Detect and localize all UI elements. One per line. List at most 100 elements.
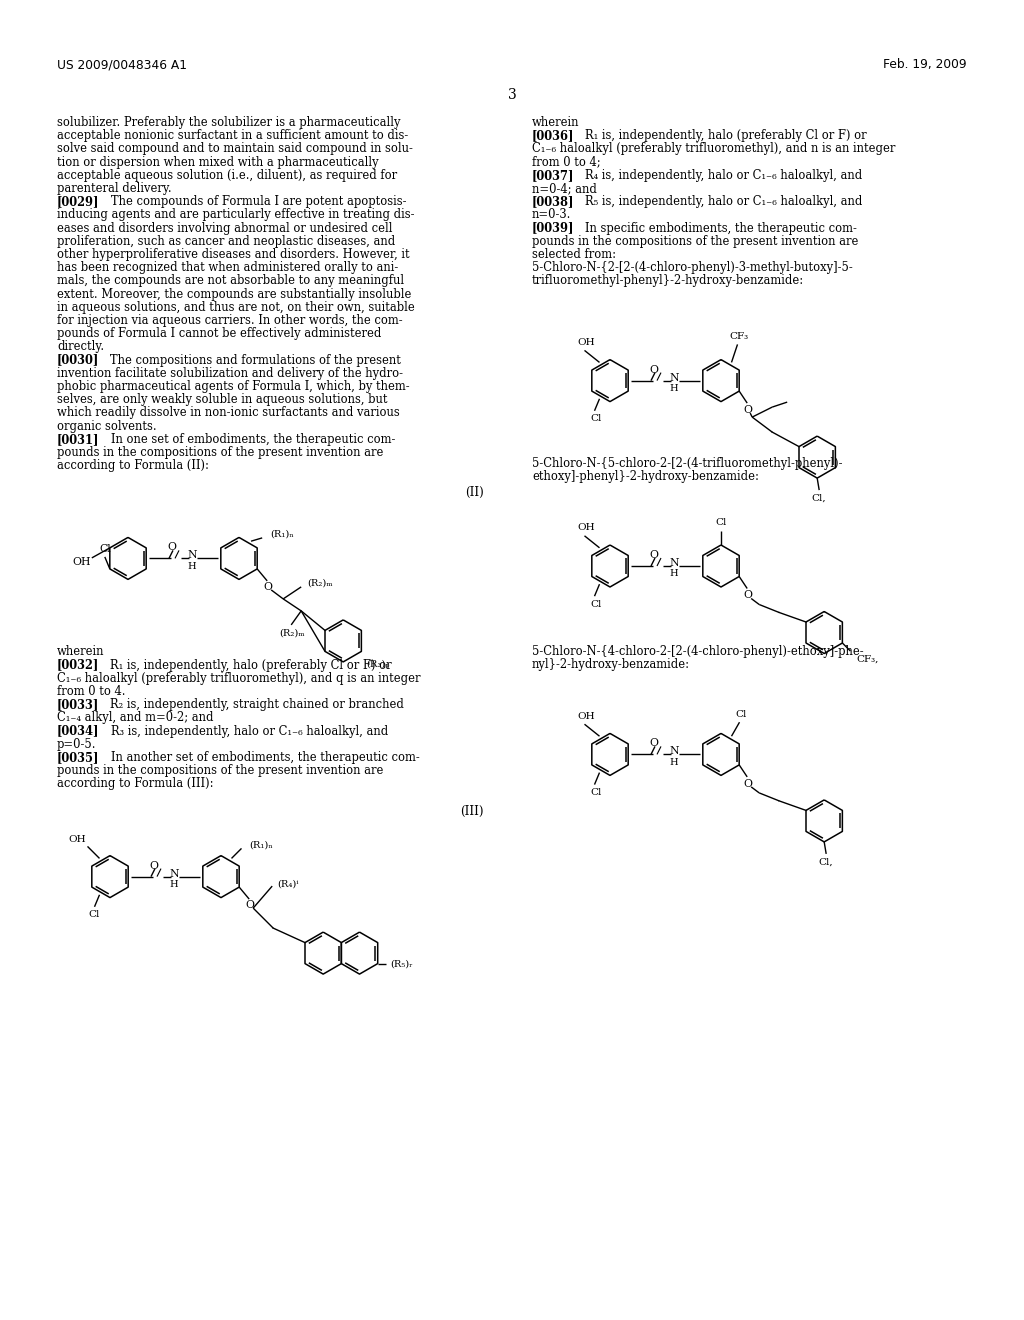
Text: pounds in the compositions of the present invention are: pounds in the compositions of the presen… [57, 764, 383, 777]
Text: R₅ is, independently, halo or C₁₋₆ haloalkyl, and: R₅ is, independently, halo or C₁₋₆ haloa… [574, 195, 863, 209]
Text: N: N [670, 558, 679, 568]
Text: R₃ is, independently, halo or C₁₋₆ haloalkyl, and: R₃ is, independently, halo or C₁₋₆ haloa… [99, 725, 388, 738]
Text: from 0 to 4.: from 0 to 4. [57, 685, 126, 698]
Text: (R₁)ₙ: (R₁)ₙ [270, 529, 294, 539]
Text: [0032]: [0032] [57, 659, 99, 672]
Text: eases and disorders involving abnormal or undesired cell: eases and disorders involving abnormal o… [57, 222, 392, 235]
Text: In one set of embodiments, the therapeutic com-: In one set of embodiments, the therapeut… [99, 433, 395, 446]
Text: trifluoromethyl-phenyl}-2-hydroxy-benzamide:: trifluoromethyl-phenyl}-2-hydroxy-benzam… [532, 275, 804, 288]
Text: The compositions and formulations of the present: The compositions and formulations of the… [99, 354, 401, 367]
Text: invention facilitate solubilization and delivery of the hydro-: invention facilitate solubilization and … [57, 367, 403, 380]
Text: H: H [187, 562, 197, 570]
Text: mals, the compounds are not absorbable to any meaningful: mals, the compounds are not absorbable t… [57, 275, 404, 288]
Text: (R₁)ₙ: (R₁)ₙ [250, 841, 273, 850]
Text: OH: OH [578, 523, 595, 532]
Text: Cl: Cl [591, 599, 602, 609]
Text: CF₃: CF₃ [729, 331, 749, 341]
Text: R₂ is, independently, straight chained or branched: R₂ is, independently, straight chained o… [99, 698, 404, 711]
Text: (II): (II) [465, 486, 484, 499]
Text: In specific embodiments, the therapeutic com-: In specific embodiments, the therapeutic… [574, 222, 857, 235]
Text: n=0-4; and: n=0-4; and [532, 182, 597, 195]
Text: according to Formula (II):: according to Formula (II): [57, 459, 209, 473]
Text: Cl,: Cl, [812, 494, 826, 503]
Text: n=0-3.: n=0-3. [532, 209, 571, 222]
Text: H: H [170, 880, 178, 890]
Text: O: O [743, 779, 753, 789]
Text: parenteral delivery.: parenteral delivery. [57, 182, 172, 195]
Text: OH: OH [578, 711, 595, 721]
Text: for injection via aqueous carriers. In other words, the com-: for injection via aqueous carriers. In o… [57, 314, 402, 327]
Text: [0029]: [0029] [57, 195, 99, 209]
Text: directly.: directly. [57, 341, 104, 354]
Text: [0039]: [0039] [532, 222, 574, 235]
Text: p=0-5.: p=0-5. [57, 738, 96, 751]
Text: selected from:: selected from: [532, 248, 616, 261]
Text: pounds in the compositions of the present invention are: pounds in the compositions of the presen… [57, 446, 383, 459]
Text: The compounds of Formula I are potent apoptosis-: The compounds of Formula I are potent ap… [99, 195, 406, 209]
Text: H: H [670, 569, 678, 578]
Text: Cl,: Cl, [819, 858, 834, 866]
Text: other hyperproliferative diseases and disorders. However, it: other hyperproliferative diseases and di… [57, 248, 410, 261]
Text: Cl: Cl [716, 519, 727, 528]
Text: [0036]: [0036] [532, 129, 574, 143]
Text: wherein: wherein [532, 116, 580, 129]
Text: [0030]: [0030] [57, 354, 99, 367]
Text: Cl: Cl [591, 414, 602, 424]
Text: inducing agents and are particularly effective in treating dis-: inducing agents and are particularly eff… [57, 209, 415, 222]
Text: O: O [649, 550, 658, 560]
Text: nyl}-2-hydroxy-benzamide:: nyl}-2-hydroxy-benzamide: [532, 659, 690, 671]
Text: C₁₋₆ haloalkyl (preferably trifluoromethyl), and q is an integer: C₁₋₆ haloalkyl (preferably trifluorometh… [57, 672, 421, 685]
Text: O: O [264, 582, 272, 591]
Text: R₁ is, independently, halo (preferably Cl or F) or: R₁ is, independently, halo (preferably C… [574, 129, 867, 143]
Text: in aqueous solutions, and thus are not, on their own, suitable: in aqueous solutions, and thus are not, … [57, 301, 415, 314]
Text: wherein: wherein [57, 645, 104, 659]
Text: acceptable aqueous solution (i.e., diluent), as required for: acceptable aqueous solution (i.e., dilue… [57, 169, 397, 182]
Text: [0038]: [0038] [532, 195, 574, 209]
Text: [0035]: [0035] [57, 751, 99, 764]
Text: 5-Chloro-N-{2-[2-(4-chloro-phenyl)-3-methyl-butoxy]-5-: 5-Chloro-N-{2-[2-(4-chloro-phenyl)-3-met… [532, 261, 853, 275]
Text: Cl: Cl [736, 710, 748, 718]
Text: which readily dissolve in non-ionic surfactants and various: which readily dissolve in non-ionic surf… [57, 407, 399, 420]
Text: tion or dispersion when mixed with a pharmaceutically: tion or dispersion when mixed with a pha… [57, 156, 379, 169]
Text: O: O [150, 861, 159, 871]
Text: (R₂)ₘ: (R₂)ₘ [280, 628, 305, 638]
Text: N: N [187, 550, 197, 561]
Text: O: O [168, 543, 176, 552]
Text: acceptable nonionic surfactant in a sufficient amount to dis-: acceptable nonionic surfactant in a suff… [57, 129, 409, 143]
Text: solubilizer. Preferably the solubilizer is a pharmaceutically: solubilizer. Preferably the solubilizer … [57, 116, 400, 129]
Text: extent. Moreover, the compounds are substantially insoluble: extent. Moreover, the compounds are subs… [57, 288, 412, 301]
Text: C₁₋₄ alkyl, and m=0-2; and: C₁₋₄ alkyl, and m=0-2; and [57, 711, 213, 725]
Text: OH: OH [578, 338, 595, 347]
Text: O: O [743, 590, 753, 601]
Text: O: O [246, 900, 255, 909]
Text: US 2009/0048346 A1: US 2009/0048346 A1 [57, 58, 187, 71]
Text: Cl: Cl [99, 544, 111, 554]
Text: H: H [670, 758, 678, 767]
Text: [0037]: [0037] [532, 169, 574, 182]
Text: (III): (III) [461, 805, 484, 817]
Text: organic solvents.: organic solvents. [57, 420, 157, 433]
Text: selves, are only weakly soluble in aqueous solutions, but: selves, are only weakly soluble in aqueo… [57, 393, 387, 407]
Text: (R₂)ₘ: (R₂)ₘ [307, 578, 333, 587]
Text: O: O [649, 364, 658, 375]
Text: pounds in the compositions of the present invention are: pounds in the compositions of the presen… [532, 235, 858, 248]
Text: pounds of Formula I cannot be effectively administered: pounds of Formula I cannot be effectivel… [57, 327, 381, 341]
Text: N: N [169, 869, 179, 879]
Text: (R₄)ⁱ: (R₄)ⁱ [278, 879, 299, 888]
Text: O: O [743, 405, 753, 414]
Text: 3: 3 [508, 88, 516, 102]
Text: Cl: Cl [591, 788, 602, 797]
Text: Feb. 19, 2009: Feb. 19, 2009 [884, 58, 967, 71]
Text: according to Formula (III):: according to Formula (III): [57, 777, 213, 791]
Text: N: N [670, 372, 679, 383]
Text: R₁ is, independently, halo (preferably Cl or F) or: R₁ is, independently, halo (preferably C… [99, 659, 392, 672]
Text: Cl: Cl [89, 911, 100, 919]
Text: C₁₋₆ haloalkyl (preferably trifluoromethyl), and n is an integer: C₁₋₆ haloalkyl (preferably trifluorometh… [532, 143, 895, 156]
Text: ethoxy]-phenyl}-2-hydroxy-benzamide:: ethoxy]-phenyl}-2-hydroxy-benzamide: [532, 470, 759, 483]
Text: CF₃,: CF₃, [856, 655, 879, 664]
Text: OH: OH [73, 557, 91, 566]
Text: [0034]: [0034] [57, 725, 99, 738]
Text: 5-Chloro-N-{5-chloro-2-[2-(4-trifluoromethyl-phenyl)-: 5-Chloro-N-{5-chloro-2-[2-(4-trifluorome… [532, 457, 843, 470]
Text: N: N [670, 746, 679, 756]
Text: 5-Chloro-N-{4-chloro-2-[2-(4-chloro-phenyl)-ethoxy]-phe-: 5-Chloro-N-{4-chloro-2-[2-(4-chloro-phen… [532, 645, 863, 657]
